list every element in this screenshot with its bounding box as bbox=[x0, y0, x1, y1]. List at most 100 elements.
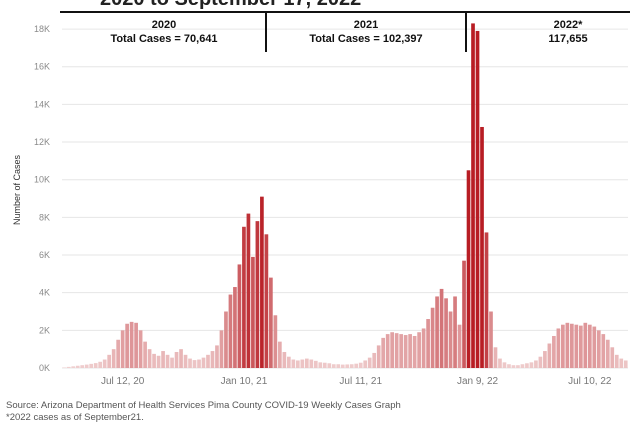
x-tick-label: Jul 10, 22 bbox=[568, 376, 612, 387]
bar bbox=[587, 324, 592, 368]
bar bbox=[480, 126, 484, 368]
bar bbox=[614, 354, 619, 368]
bar bbox=[107, 354, 111, 368]
bar bbox=[623, 360, 628, 368]
chart-title-fragment: 2020 to September 17, 2022 bbox=[100, 0, 361, 11]
panel-total-label: Total Cases = 70,641 bbox=[110, 33, 217, 45]
bar bbox=[390, 332, 394, 368]
bar bbox=[264, 234, 269, 368]
bar bbox=[89, 363, 94, 368]
bar bbox=[129, 321, 134, 368]
panel-total-label: 117,655 bbox=[548, 33, 587, 45]
bar bbox=[601, 334, 606, 368]
bar bbox=[233, 287, 237, 368]
bar bbox=[552, 335, 556, 368]
x-tick-label: Jan 9, 22 bbox=[457, 376, 499, 387]
bar bbox=[71, 366, 76, 368]
bar bbox=[448, 311, 453, 368]
bar bbox=[453, 296, 457, 368]
bar bbox=[354, 363, 359, 368]
bar bbox=[439, 288, 444, 368]
bar bbox=[282, 351, 287, 368]
bar bbox=[403, 335, 408, 368]
bar bbox=[412, 335, 417, 368]
y-tick-label: 6K bbox=[39, 250, 50, 260]
bar bbox=[66, 366, 71, 368]
note-line: *2022 cases as of September21. bbox=[6, 412, 144, 423]
bar bbox=[192, 360, 197, 368]
bar bbox=[507, 364, 511, 368]
bar bbox=[156, 355, 161, 368]
bar bbox=[596, 330, 601, 368]
bar bbox=[583, 322, 588, 368]
bar bbox=[466, 170, 471, 368]
bar bbox=[152, 353, 156, 368]
bar bbox=[493, 347, 498, 368]
bar bbox=[534, 360, 538, 368]
bar bbox=[300, 359, 305, 368]
bar bbox=[138, 330, 143, 368]
panel-year-label: 2022* bbox=[554, 19, 583, 31]
bar bbox=[345, 364, 350, 368]
bar bbox=[134, 322, 138, 368]
bar bbox=[547, 343, 552, 368]
bar bbox=[561, 324, 565, 368]
bar bbox=[605, 339, 610, 368]
bar bbox=[475, 30, 480, 368]
bar bbox=[260, 196, 264, 368]
bar bbox=[251, 256, 255, 368]
bar bbox=[102, 359, 107, 368]
bar bbox=[574, 324, 579, 368]
bar bbox=[520, 364, 525, 368]
bars bbox=[62, 23, 628, 368]
y-axis: 0K 2K 4K 6K 8K 10K 12K 14K 16K 18K bbox=[34, 24, 50, 373]
bar bbox=[210, 351, 215, 368]
bar bbox=[408, 334, 412, 368]
bar bbox=[201, 357, 206, 368]
bar bbox=[511, 365, 516, 368]
y-axis-label: Number of Cases bbox=[12, 154, 22, 225]
bar bbox=[206, 354, 210, 368]
bar bbox=[322, 362, 327, 368]
bar bbox=[215, 345, 219, 368]
bar bbox=[125, 323, 129, 368]
bar bbox=[84, 364, 89, 368]
bar bbox=[219, 330, 224, 368]
bar bbox=[174, 351, 179, 368]
bar bbox=[111, 349, 116, 368]
bar bbox=[246, 213, 251, 368]
bar bbox=[80, 365, 85, 368]
bar bbox=[516, 365, 520, 368]
bar bbox=[372, 352, 377, 368]
year-panels: 2020 Total Cases = 70,641 2021 Total Cases … bbox=[110, 19, 587, 45]
bar bbox=[291, 359, 296, 368]
source-line: Source: Arizona Department of Health Ser… bbox=[6, 400, 401, 411]
bar bbox=[376, 345, 381, 368]
bar bbox=[529, 362, 534, 368]
bar bbox=[367, 357, 372, 368]
bar bbox=[224, 311, 228, 368]
bar bbox=[340, 364, 345, 368]
bar bbox=[363, 360, 368, 368]
bar bbox=[394, 333, 399, 368]
bar bbox=[120, 330, 125, 368]
bar bbox=[381, 337, 386, 368]
bar bbox=[147, 349, 152, 368]
y-tick-label: 16K bbox=[34, 62, 50, 72]
gridlines bbox=[62, 28, 628, 369]
bar bbox=[161, 351, 165, 368]
y-tick-label: 0K bbox=[39, 363, 50, 373]
panel-year-label: 2020 bbox=[152, 19, 176, 31]
bar bbox=[331, 364, 336, 368]
y-tick-label: 18K bbox=[34, 24, 50, 34]
bar bbox=[188, 358, 192, 368]
bar bbox=[309, 359, 314, 368]
bar bbox=[556, 328, 561, 368]
bar bbox=[170, 357, 174, 368]
bar bbox=[358, 362, 363, 368]
bar bbox=[237, 264, 242, 368]
bar bbox=[197, 359, 201, 368]
bar bbox=[349, 364, 354, 368]
bar bbox=[435, 296, 439, 368]
bar bbox=[502, 362, 507, 368]
